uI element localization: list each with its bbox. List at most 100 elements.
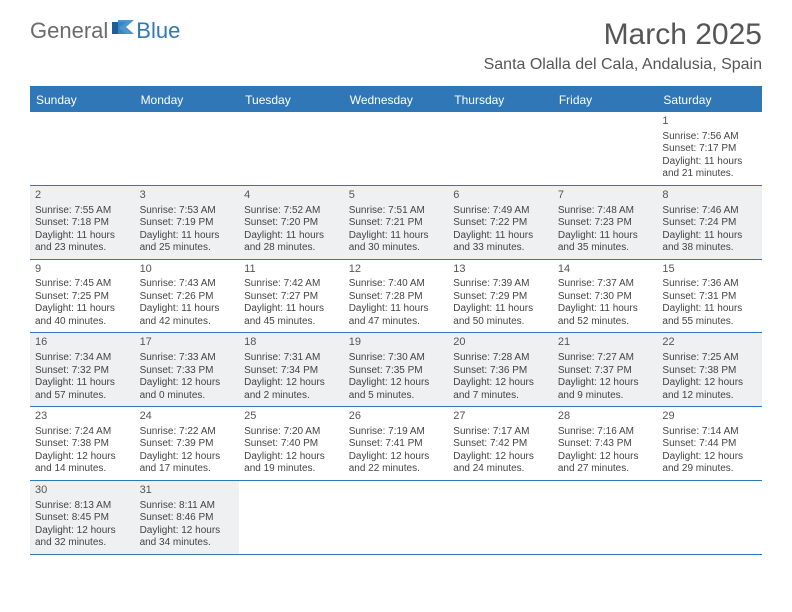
daylight-line1: Daylight: 11 hours	[140, 230, 235, 243]
day-number: 7	[558, 189, 653, 203]
daylight-line2: and 57 minutes.	[35, 390, 130, 403]
sunrise-text: Sunrise: 7:19 AM	[349, 426, 444, 439]
sunset-text: Sunset: 7:38 PM	[662, 365, 757, 378]
sunrise-text: Sunrise: 7:31 AM	[244, 352, 339, 365]
daylight-line1: Daylight: 11 hours	[244, 303, 339, 316]
sunrise-text: Sunrise: 8:11 AM	[140, 500, 235, 513]
sunset-text: Sunset: 7:40 PM	[244, 438, 339, 451]
day-number: 20	[453, 336, 548, 350]
logo: General Blue	[30, 18, 180, 44]
sunrise-text: Sunrise: 7:16 AM	[558, 426, 653, 439]
day-number: 30	[35, 484, 130, 498]
day-cell: 8Sunrise: 7:46 AMSunset: 7:24 PMDaylight…	[657, 186, 762, 259]
week-row: 30Sunrise: 8:13 AMSunset: 8:45 PMDayligh…	[30, 481, 762, 555]
day-number: 14	[558, 263, 653, 277]
day-cell: 7Sunrise: 7:48 AMSunset: 7:23 PMDaylight…	[553, 186, 658, 259]
sunrise-text: Sunrise: 7:53 AM	[140, 205, 235, 218]
daylight-line1: Daylight: 12 hours	[244, 377, 339, 390]
sunset-text: Sunset: 7:25 PM	[35, 291, 130, 304]
daylight-line2: and 19 minutes.	[244, 463, 339, 476]
sunset-text: Sunset: 7:21 PM	[349, 217, 444, 230]
day-number: 29	[662, 410, 757, 424]
day-number: 2	[35, 189, 130, 203]
daylight-line1: Daylight: 11 hours	[662, 156, 757, 169]
day-cell: 11Sunrise: 7:42 AMSunset: 7:27 PMDayligh…	[239, 260, 344, 333]
day-name: Saturday	[657, 88, 762, 112]
daylight-line1: Daylight: 12 hours	[662, 451, 757, 464]
sunset-text: Sunset: 7:41 PM	[349, 438, 444, 451]
logo-flag-icon	[112, 18, 134, 44]
sunrise-text: Sunrise: 7:42 AM	[244, 278, 339, 291]
day-number: 4	[244, 189, 339, 203]
sunset-text: Sunset: 7:17 PM	[662, 143, 757, 156]
daylight-line1: Daylight: 11 hours	[35, 230, 130, 243]
sunrise-text: Sunrise: 7:17 AM	[453, 426, 548, 439]
day-cell: 16Sunrise: 7:34 AMSunset: 7:32 PMDayligh…	[30, 333, 135, 406]
sunset-text: Sunset: 7:32 PM	[35, 365, 130, 378]
day-number: 8	[662, 189, 757, 203]
daylight-line1: Daylight: 11 hours	[349, 303, 444, 316]
day-number: 22	[662, 336, 757, 350]
sunset-text: Sunset: 7:20 PM	[244, 217, 339, 230]
daylight-line1: Daylight: 12 hours	[558, 451, 653, 464]
day-name: Wednesday	[344, 88, 449, 112]
sunset-text: Sunset: 7:22 PM	[453, 217, 548, 230]
day-number: 24	[140, 410, 235, 424]
logo-text-2: Blue	[136, 18, 180, 44]
sunset-text: Sunset: 7:37 PM	[558, 365, 653, 378]
day-cell: 20Sunrise: 7:28 AMSunset: 7:36 PMDayligh…	[448, 333, 553, 406]
calendar: SundayMondayTuesdayWednesdayThursdayFrid…	[30, 86, 762, 555]
day-cell: 4 Sunrise: 7:52 AMSunset: 7:20 PMDaylight…	[239, 186, 344, 259]
daylight-line2: and 0 minutes.	[140, 390, 235, 403]
sunrise-text: Sunrise: 7:22 AM	[140, 426, 235, 439]
sunset-text: Sunset: 7:18 PM	[35, 217, 130, 230]
sunrise-text: Sunrise: 7:55 AM	[35, 205, 130, 218]
sunset-text: Sunset: 7:39 PM	[140, 438, 235, 451]
sunrise-text: Sunrise: 7:14 AM	[662, 426, 757, 439]
daylight-line2: and 38 minutes.	[662, 242, 757, 255]
daylight-line1: Daylight: 11 hours	[244, 230, 339, 243]
daylight-line1: Daylight: 12 hours	[349, 377, 444, 390]
daylight-line2: and 45 minutes.	[244, 316, 339, 329]
sunset-text: Sunset: 8:45 PM	[35, 512, 130, 525]
day-number: 6	[453, 189, 548, 203]
sunrise-text: Sunrise: 7:34 AM	[35, 352, 130, 365]
day-name: Tuesday	[239, 88, 344, 112]
daylight-line2: and 35 minutes.	[558, 242, 653, 255]
daylight-line2: and 47 minutes.	[349, 316, 444, 329]
week-row: 9Sunrise: 7:45 AMSunset: 7:25 PMDaylight…	[30, 260, 762, 334]
empty-cell	[239, 112, 344, 185]
sunset-text: Sunset: 7:35 PM	[349, 365, 444, 378]
sunset-text: Sunset: 7:34 PM	[244, 365, 339, 378]
day-name: Sunday	[30, 88, 135, 112]
sunset-text: Sunset: 8:46 PM	[140, 512, 235, 525]
sunrise-text: Sunrise: 7:20 AM	[244, 426, 339, 439]
sunset-text: Sunset: 7:44 PM	[662, 438, 757, 451]
day-number: 17	[140, 336, 235, 350]
day-number: 25	[244, 410, 339, 424]
day-cell: 14Sunrise: 7:37 AMSunset: 7:30 PMDayligh…	[553, 260, 658, 333]
sunset-text: Sunset: 7:26 PM	[140, 291, 235, 304]
daylight-line2: and 5 minutes.	[349, 390, 444, 403]
daylight-line2: and 32 minutes.	[35, 537, 130, 550]
sunset-text: Sunset: 7:24 PM	[662, 217, 757, 230]
sunset-text: Sunset: 7:42 PM	[453, 438, 548, 451]
empty-cell	[30, 112, 135, 185]
day-cell: 19Sunrise: 7:30 AMSunset: 7:35 PMDayligh…	[344, 333, 449, 406]
daylight-line1: Daylight: 12 hours	[453, 377, 548, 390]
sunrise-text: Sunrise: 7:45 AM	[35, 278, 130, 291]
sunrise-text: Sunrise: 7:24 AM	[35, 426, 130, 439]
empty-cell	[344, 112, 449, 185]
day-number: 12	[349, 263, 444, 277]
day-cell: 3Sunrise: 7:53 AMSunset: 7:19 PMDaylight…	[135, 186, 240, 259]
sunrise-text: Sunrise: 7:48 AM	[558, 205, 653, 218]
daylight-line2: and 25 minutes.	[140, 242, 235, 255]
daylight-line2: and 22 minutes.	[349, 463, 444, 476]
day-number: 19	[349, 336, 444, 350]
day-cell: 24Sunrise: 7:22 AMSunset: 7:39 PMDayligh…	[135, 407, 240, 480]
header-right: March 2025 Santa Olalla del Cala, Andalu…	[484, 18, 762, 74]
day-number: 5	[349, 189, 444, 203]
sunrise-text: Sunrise: 7:52 AM	[244, 205, 339, 218]
day-number: 13	[453, 263, 548, 277]
daylight-line2: and 28 minutes.	[244, 242, 339, 255]
